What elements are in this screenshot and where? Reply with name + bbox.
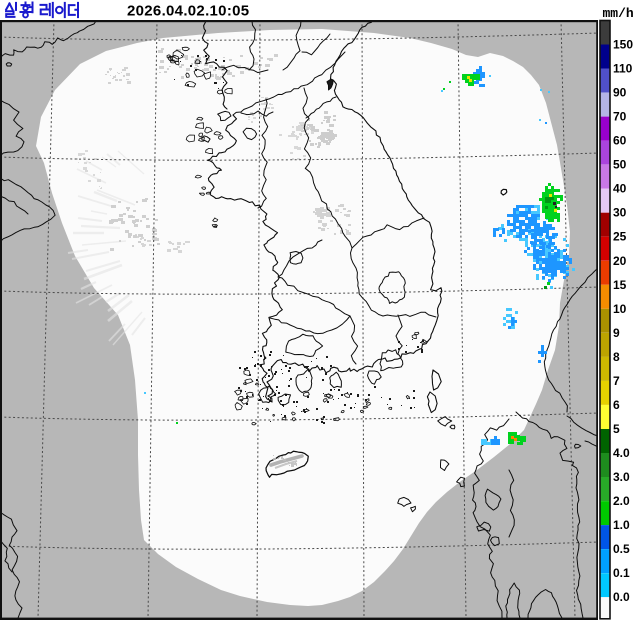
svg-text:40: 40 (613, 182, 627, 196)
svg-text:5: 5 (613, 422, 620, 436)
svg-text:50: 50 (613, 158, 627, 172)
svg-text:110: 110 (613, 62, 633, 76)
svg-text:10: 10 (613, 302, 627, 316)
svg-text:2.0: 2.0 (613, 494, 630, 508)
svg-text:1.0: 1.0 (613, 518, 630, 532)
svg-text:15: 15 (613, 278, 627, 292)
svg-text:6: 6 (613, 398, 620, 412)
svg-text:4.0: 4.0 (613, 446, 630, 460)
svg-text:0.0: 0.0 (613, 590, 630, 604)
svg-text:0.5: 0.5 (613, 542, 630, 556)
svg-text:30: 30 (613, 206, 627, 220)
svg-text:70: 70 (613, 110, 627, 124)
svg-text:9: 9 (613, 326, 620, 340)
svg-text:mm/h: mm/h (603, 6, 634, 21)
svg-text:2026.04.02.10:05: 2026.04.02.10:05 (127, 3, 249, 20)
svg-text:0.1: 0.1 (613, 566, 630, 580)
svg-text:7: 7 (613, 374, 620, 388)
svg-text:8: 8 (613, 350, 620, 364)
svg-text:20: 20 (613, 254, 627, 268)
svg-text:90: 90 (613, 86, 627, 100)
svg-text:150: 150 (613, 38, 633, 52)
svg-text:3.0: 3.0 (613, 470, 630, 484)
svg-text:25: 25 (613, 230, 627, 244)
svg-text:60: 60 (613, 134, 627, 148)
